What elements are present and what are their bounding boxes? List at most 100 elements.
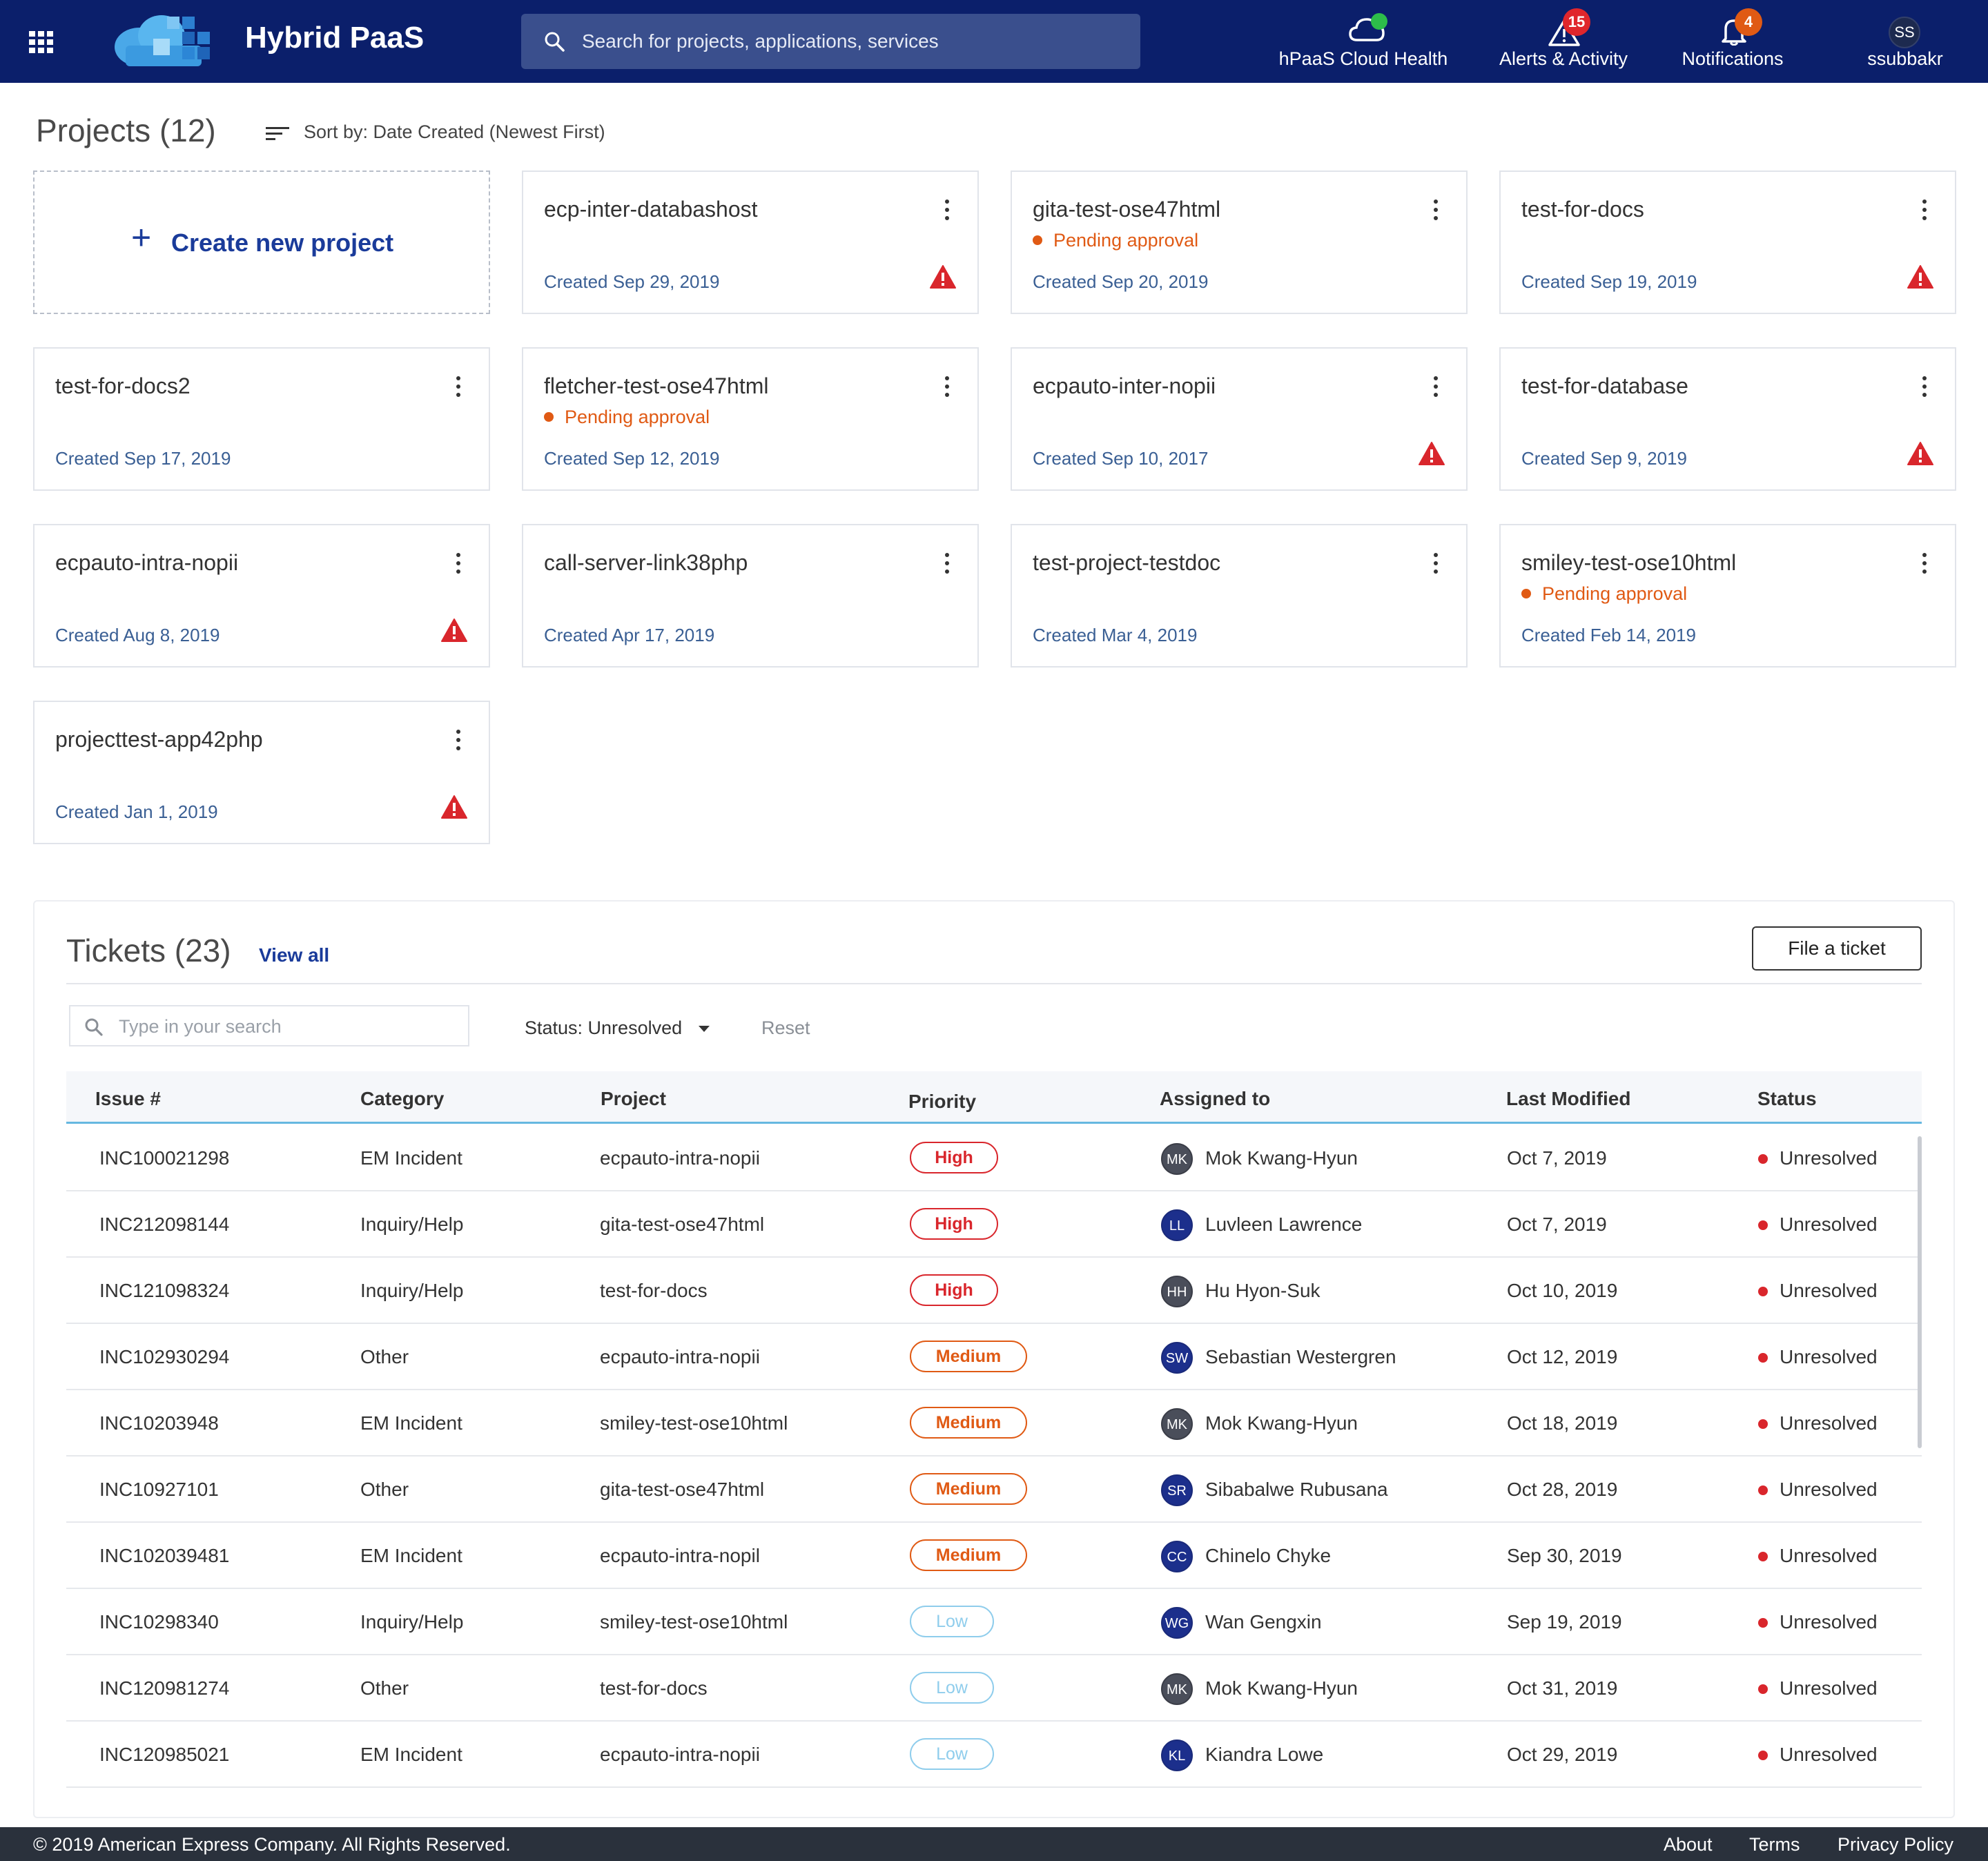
project-name[interactable]: ecpauto-inter-nopii	[1033, 373, 1216, 398]
project-name[interactable]: gita-test-ose47html	[1033, 197, 1221, 222]
ticket-status: Unresolved	[1780, 1677, 1878, 1699]
warning-icon[interactable]	[1907, 264, 1934, 293]
ticket-search[interactable]	[69, 1005, 469, 1046]
ticket-search-input[interactable]	[119, 1012, 457, 1041]
issue-number[interactable]: INC212098144	[99, 1214, 230, 1235]
search-icon	[84, 1017, 104, 1040]
project-card[interactable]: test-for-docs Created Sep 19, 2019	[1499, 170, 1956, 314]
table-row[interactable]: INC100021298 EM Incident ecpauto-intra-nop…	[66, 1125, 1922, 1191]
project-card[interactable]: ecpauto-inter-nopii Created Sep 10, 2017	[1011, 347, 1468, 491]
table-row[interactable]: INC102930294 Other ecpauto-intra-nopii Medi…	[66, 1324, 1922, 1390]
issue-number[interactable]: INC10298340	[99, 1611, 219, 1633]
ticket-category: Inquiry/Help	[360, 1214, 464, 1235]
app-grid-icon[interactable]	[29, 31, 54, 53]
more-options-icon[interactable]	[1433, 553, 1439, 575]
project-name[interactable]: projecttest-app42php	[55, 727, 263, 752]
more-options-icon[interactable]	[1922, 553, 1927, 575]
project-name[interactable]: test-project-testdoc	[1033, 550, 1221, 575]
warning-icon[interactable]	[1418, 441, 1445, 469]
more-options-icon[interactable]	[456, 376, 461, 398]
warning-icon[interactable]	[440, 795, 468, 823]
nav-cloud-health[interactable]: hPaaS Cloud Health	[1270, 0, 1456, 83]
warning-icon[interactable]	[440, 618, 468, 646]
table-row[interactable]: INC10298340 Inquiry/Help smiley-test-ose10…	[66, 1589, 1922, 1655]
issue-number[interactable]: INC120981274	[99, 1677, 230, 1699]
create-project-card[interactable]: + Create new project	[33, 170, 490, 314]
file-ticket-button[interactable]: File a ticket	[1752, 926, 1922, 971]
nav-alerts-activity[interactable]: 15 Alerts & Activity	[1484, 0, 1643, 83]
nav-user-menu[interactable]: ssubbakr	[1836, 0, 1974, 83]
footer-link-privacy-policy[interactable]: Privacy Policy	[1838, 1834, 1954, 1855]
more-options-icon[interactable]	[456, 553, 461, 575]
warning-icon[interactable]	[1907, 441, 1934, 469]
ticket-project: ecpauto-intra-nopii	[600, 1147, 760, 1169]
column-header[interactable]: Priority	[908, 1091, 977, 1112]
project-name[interactable]: ecp-inter-databashost	[544, 197, 758, 222]
issue-number[interactable]: INC121098324	[99, 1280, 230, 1301]
issue-number[interactable]: INC102930294	[99, 1346, 230, 1367]
issue-number[interactable]: INC120985021	[99, 1744, 230, 1765]
project-name[interactable]: fletcher-test-ose47html	[544, 373, 769, 398]
project-name[interactable]: ecpauto-intra-nopii	[55, 550, 239, 575]
project-card[interactable]: gita-test-ose47html Pending approval Creat…	[1011, 170, 1468, 314]
global-search[interactable]	[521, 14, 1140, 69]
table-row[interactable]: INC10927101 Other gita-test-ose47html Mediu…	[66, 1456, 1922, 1523]
hybrid-paas-logo[interactable]	[112, 12, 215, 71]
plus-icon: +	[131, 218, 152, 257]
status-dot-icon	[1758, 1154, 1768, 1164]
status-filter-dropdown[interactable]: Status: Unresolved	[525, 1017, 710, 1039]
footer-link-terms[interactable]: Terms	[1749, 1834, 1800, 1855]
column-header[interactable]: Status	[1757, 1088, 1817, 1109]
table-row[interactable]: INC121098324 Inquiry/Help test-for-docs Hig…	[66, 1258, 1922, 1324]
status-dot-icon	[1758, 1353, 1768, 1363]
warning-icon[interactable]	[929, 264, 957, 293]
project-card[interactable]: call-server-link38php Created Apr 17, 201…	[522, 524, 979, 668]
table-row[interactable]: INC10203948 EM Incident smiley-test-ose10h…	[66, 1390, 1922, 1456]
project-card[interactable]: ecp-inter-databashost Created Sep 29, 201…	[522, 170, 979, 314]
project-created-date: Created Sep 12, 2019	[544, 448, 720, 469]
project-card[interactable]: smiley-test-ose10html Pending approval Cre…	[1499, 524, 1956, 668]
issue-number[interactable]: INC10927101	[99, 1479, 219, 1500]
project-card[interactable]: test-for-docs2 Created Sep 17, 2019	[33, 347, 490, 491]
issue-number[interactable]: INC102039481	[99, 1545, 230, 1566]
column-header[interactable]: Project	[601, 1088, 666, 1109]
project-name[interactable]: test-for-docs	[1521, 197, 1644, 222]
project-card[interactable]: test-project-testdoc Created Mar 4, 2019	[1011, 524, 1468, 668]
view-all-tickets-link[interactable]: View all	[259, 944, 330, 966]
user-avatar[interactable]: SS	[1889, 17, 1920, 48]
table-scrollbar[interactable]	[1918, 1136, 1922, 1448]
project-name[interactable]: smiley-test-ose10html	[1521, 550, 1737, 575]
global-search-input[interactable]	[582, 25, 1107, 58]
project-name[interactable]: test-for-docs2	[55, 373, 191, 398]
issue-number[interactable]: INC10203948	[99, 1412, 219, 1434]
more-options-icon[interactable]	[944, 553, 950, 575]
more-options-icon[interactable]	[1433, 199, 1439, 222]
app-title[interactable]: Hybrid PaaS	[245, 21, 425, 55]
more-options-icon[interactable]	[1433, 376, 1439, 398]
column-header[interactable]: Last Modified	[1506, 1088, 1631, 1109]
reset-filters-link[interactable]: Reset	[761, 1017, 810, 1038]
more-options-icon[interactable]	[944, 376, 950, 398]
more-options-icon[interactable]	[1922, 199, 1927, 222]
project-name[interactable]: test-for-database	[1521, 373, 1688, 398]
project-card[interactable]: test-for-database Created Sep 9, 2019	[1499, 347, 1956, 491]
footer-link-about[interactable]: About	[1664, 1834, 1713, 1855]
column-header[interactable]: Assigned to	[1160, 1088, 1271, 1109]
project-card[interactable]: projecttest-app42php Created Jan 1, 2019	[33, 701, 490, 844]
column-header[interactable]: Category	[360, 1088, 445, 1109]
assignee-name: Mok Kwang-Hyun	[1205, 1147, 1358, 1169]
assignee-avatar: HH	[1161, 1276, 1193, 1307]
issue-number[interactable]: INC100021298	[99, 1147, 230, 1169]
table-row[interactable]: INC102039481 EM Incident ecpauto-intra-nop…	[66, 1523, 1922, 1589]
project-card[interactable]: ecpauto-intra-nopii Created Aug 8, 2019	[33, 524, 490, 668]
nav-notifications[interactable]: 4 Notifications	[1664, 0, 1802, 83]
table-row[interactable]: INC212098144 Inquiry/Help gita-test-ose47h…	[66, 1191, 1922, 1258]
column-header[interactable]: Issue #	[95, 1088, 161, 1109]
table-row[interactable]: INC120981274 Other test-for-docs Low MK Mok K…	[66, 1655, 1922, 1722]
more-options-icon[interactable]	[944, 199, 950, 222]
more-options-icon[interactable]	[456, 730, 461, 752]
table-row[interactable]: INC120985021 EM Incident ecpauto-intra-nop…	[66, 1722, 1922, 1788]
more-options-icon[interactable]	[1922, 376, 1927, 398]
project-card[interactable]: fletcher-test-ose47html Pending approval C…	[522, 347, 979, 491]
project-name[interactable]: call-server-link38php	[544, 550, 748, 575]
